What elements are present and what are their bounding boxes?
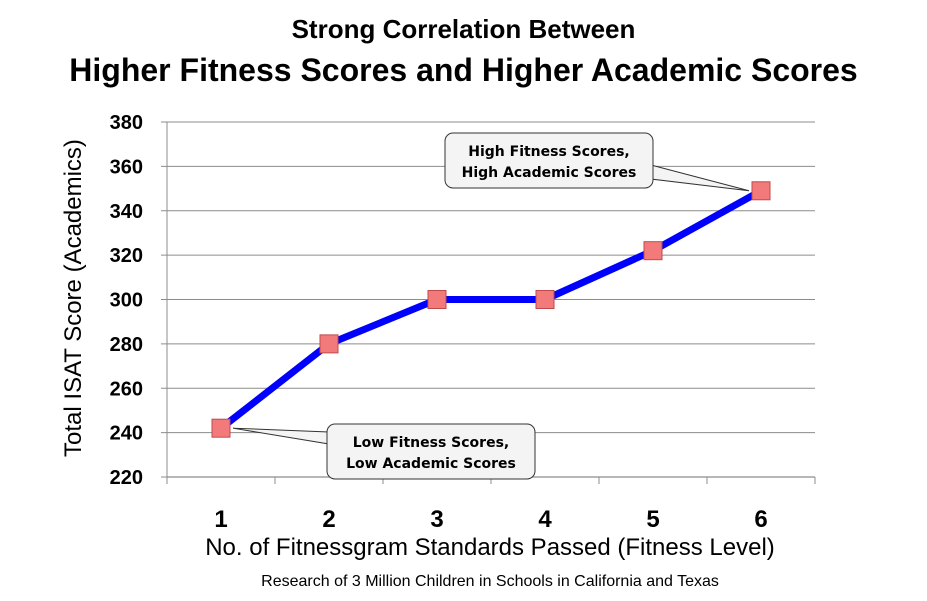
y-tick-label: 220 xyxy=(110,467,143,489)
x-tick-label: 3 xyxy=(430,506,443,533)
callout-line2: High Academic Scores xyxy=(462,165,637,181)
y-tick-label: 240 xyxy=(110,423,143,445)
data-point xyxy=(319,334,339,354)
data-point xyxy=(427,290,447,309)
callout-line2: Low Academic Scores xyxy=(346,456,516,472)
data-point xyxy=(751,181,771,201)
callout-line1: Low Fitness Scores, xyxy=(353,435,509,451)
callout-box xyxy=(326,423,536,480)
x-axis-label: No. of Fitnessgram Standards Passed (Fit… xyxy=(205,534,775,561)
x-tick-label: 6 xyxy=(754,506,767,533)
x-tick-label: 4 xyxy=(538,506,552,533)
x-tick-label: 5 xyxy=(646,506,659,533)
x-tick-label: 1 xyxy=(214,506,227,533)
y-tick-label: 300 xyxy=(110,290,143,312)
data-point xyxy=(211,418,231,438)
y-tick-label: 380 xyxy=(110,112,143,134)
data-point xyxy=(643,241,663,261)
callout-line1: High Fitness Scores, xyxy=(468,144,630,160)
y-tick-label: 280 xyxy=(110,334,143,356)
callout-pointer xyxy=(650,164,750,192)
y-tick-label: 320 xyxy=(110,245,143,267)
callout-box xyxy=(444,132,654,189)
callout-pointer xyxy=(232,427,330,445)
series-line xyxy=(217,187,765,432)
chart-footnote: Research of 3 Million Children in School… xyxy=(261,573,719,590)
x-tick-label: 2 xyxy=(322,506,335,533)
chart-title-line1: Strong Correlation Between xyxy=(291,14,636,44)
y-tick-label: 360 xyxy=(110,156,143,178)
y-tick-label: 260 xyxy=(110,378,143,400)
chart-title-line2: Higher Fitness Scores and Higher Academi… xyxy=(69,52,858,88)
y-tick-label: 340 xyxy=(110,201,143,223)
data-point xyxy=(535,290,555,309)
